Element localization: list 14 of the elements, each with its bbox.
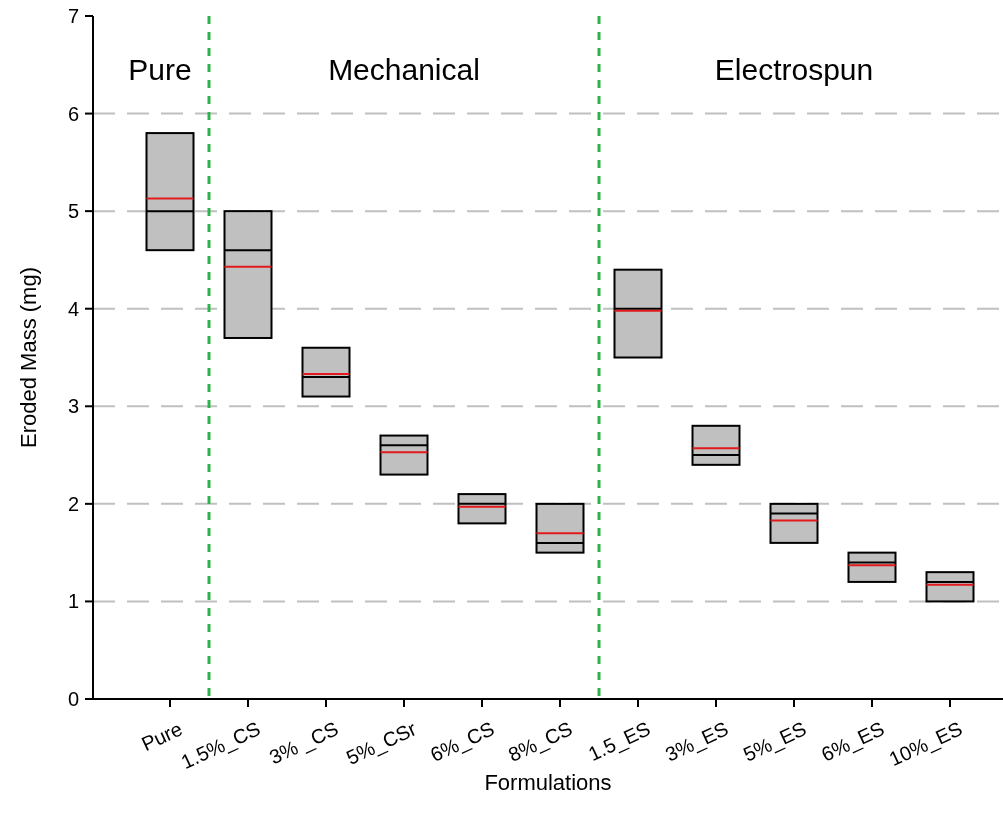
y-tick-label: 1 <box>67 590 79 613</box>
y-tick-label: 0 <box>67 688 79 710</box>
y-tick-label: 7 <box>67 5 79 27</box>
y-tick-label: 5 <box>67 200 79 223</box>
annotation: Electrospun <box>714 53 874 86</box>
annotation: Mechanical <box>328 53 480 86</box>
y-tick-label: 4 <box>67 297 79 320</box>
x-axis-title: Formulations <box>484 770 612 795</box>
y-tick-label: 6 <box>67 102 79 125</box>
y-tick-label: 2 <box>67 492 79 515</box>
annotation: Pure <box>128 53 192 86</box>
y-tick-label: 3 <box>67 395 79 418</box>
y-axis-title: Eroded Mass (mg) <box>16 267 41 448</box>
x-tick-label: 3% _CS <box>265 717 343 770</box>
